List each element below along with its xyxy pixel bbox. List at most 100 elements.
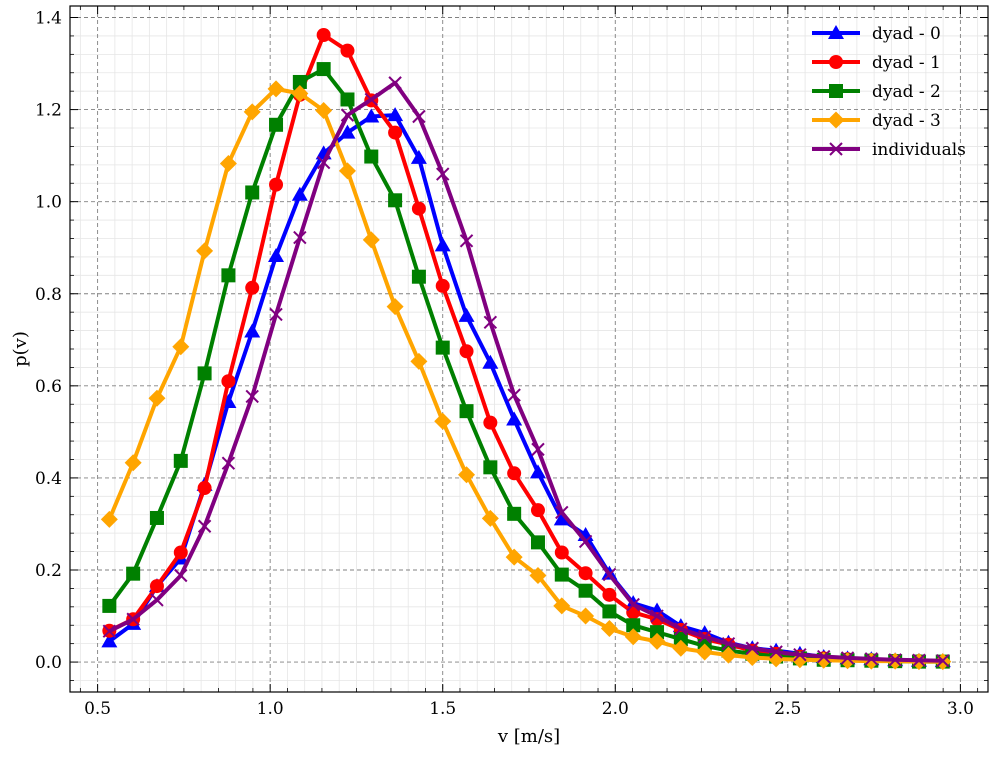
data-point — [435, 278, 450, 293]
data-point — [531, 442, 545, 457]
y-axis-label: p(v) — [10, 331, 31, 367]
data-point — [745, 641, 759, 655]
x-marker-stroke — [507, 388, 521, 402]
data-point — [291, 84, 309, 102]
data-point — [648, 632, 666, 650]
y-tick-label: 1.4 — [35, 9, 62, 29]
data-point — [507, 466, 522, 481]
data-point — [793, 648, 807, 662]
data-point — [626, 597, 640, 612]
data-point — [555, 505, 569, 520]
data-point — [148, 389, 166, 407]
data-point — [292, 74, 307, 89]
data-point — [912, 653, 926, 667]
data-point — [530, 503, 545, 518]
data-point — [673, 632, 688, 647]
data-point — [507, 388, 521, 402]
legend: dyad - 0 dyad - 1 dyad - 2 dyad - 3 individu… — [812, 24, 966, 160]
tick-layer: 0.5 1.0 1.5 2.0 2.5 3.0 0.0 0.2 0.4 0.6 0.8 1.0 1.2 1… — [35, 6, 988, 719]
data-point — [338, 162, 356, 180]
data-point — [697, 630, 712, 644]
data-point — [172, 338, 190, 356]
data-point — [458, 307, 475, 322]
data-point — [506, 411, 523, 426]
legend-item: dyad - 0 — [812, 24, 941, 44]
data-point — [719, 646, 737, 664]
x-marker-stroke — [197, 519, 212, 533]
x-marker-stroke — [626, 597, 640, 612]
series-line — [108, 80, 943, 663]
data-point — [483, 460, 498, 475]
x-marker-stroke — [150, 593, 164, 607]
data-point — [577, 607, 595, 625]
data-point — [864, 652, 879, 666]
x-marker-stroke — [650, 609, 664, 623]
x-marker-stroke — [483, 315, 498, 330]
data-point — [315, 102, 333, 120]
data-point — [243, 103, 261, 121]
data-point — [364, 92, 378, 107]
data-point — [674, 622, 688, 636]
data-point — [483, 315, 498, 330]
data-point — [507, 506, 522, 521]
data-point — [840, 651, 855, 665]
data-point — [196, 242, 214, 260]
data-point — [410, 352, 428, 370]
data-point — [626, 618, 641, 633]
data-point — [434, 412, 452, 430]
y-tick-label: 1.2 — [35, 101, 62, 121]
x-tick-label: 2.5 — [774, 699, 801, 719]
data-point — [364, 149, 379, 164]
x-marker-stroke — [102, 624, 117, 638]
x-tick-label: 0.5 — [84, 699, 111, 719]
data-point — [817, 649, 831, 664]
data-point — [173, 545, 188, 560]
data-point — [268, 247, 285, 262]
legend-item: dyad - 3 — [812, 111, 941, 131]
data-point — [650, 609, 664, 623]
data-point — [459, 344, 474, 359]
y-tick-label: 0.2 — [35, 561, 62, 581]
x-marker-stroke — [697, 630, 712, 644]
data-point — [340, 43, 355, 58]
x-marker-stroke — [126, 612, 140, 626]
x-marker-stroke — [436, 167, 450, 181]
data-point — [388, 125, 403, 140]
data-point — [436, 167, 450, 181]
x-marker-stroke — [936, 653, 950, 668]
x-marker-stroke — [364, 92, 378, 107]
x-tick-label: 1.0 — [257, 699, 284, 719]
data-point — [602, 567, 617, 582]
data-point — [936, 653, 950, 668]
data-point — [554, 567, 569, 582]
data-point — [245, 185, 260, 200]
data-point — [101, 633, 118, 648]
data-point — [245, 280, 260, 295]
data-point — [721, 636, 736, 651]
data-point — [124, 454, 142, 472]
data-point — [269, 117, 284, 132]
y-tick-label: 0.8 — [35, 285, 62, 305]
data-point — [459, 234, 474, 248]
data-point — [411, 201, 426, 216]
x-marker-stroke — [840, 651, 855, 665]
data-point — [388, 76, 402, 90]
data-point — [149, 579, 164, 594]
data-point — [554, 545, 569, 560]
data-point — [672, 639, 690, 657]
data-point — [221, 268, 236, 283]
data-point — [150, 593, 164, 607]
data-point — [102, 598, 117, 613]
series-4 — [102, 76, 950, 668]
x-marker-stroke — [817, 649, 831, 664]
data-point — [221, 456, 236, 470]
data-point — [126, 566, 141, 581]
series-line — [108, 113, 943, 664]
data-point — [602, 587, 617, 602]
x-marker-stroke — [793, 648, 807, 662]
data-point — [126, 612, 140, 626]
data-point — [293, 230, 307, 245]
x-marker-stroke — [829, 142, 843, 156]
x-marker-stroke — [602, 567, 617, 582]
